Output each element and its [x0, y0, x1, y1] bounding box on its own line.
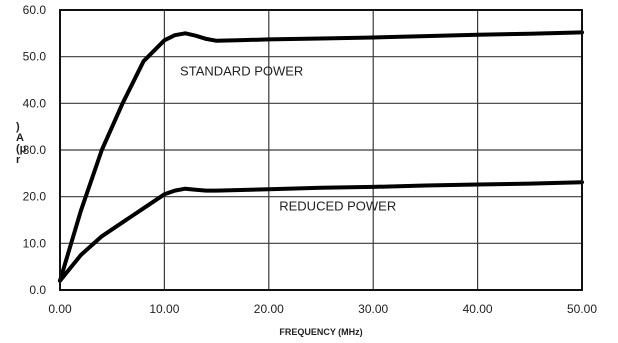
series-lines — [58, 30, 584, 283]
series-annotation: STANDARD POWER — [180, 63, 303, 78]
x-tick-labels: 0.00 10.00 20.00 30.00 40.00 50.00 — [48, 302, 597, 316]
y-tick-label: 10.0 — [23, 236, 47, 250]
grid-lines — [59, 9, 583, 291]
series-line-reduced-power — [58, 180, 584, 283]
x-tick-label: 50.00 — [567, 302, 597, 316]
y-tick-label: 30.0 — [23, 143, 47, 157]
x-tick-label: 10.00 — [149, 302, 179, 316]
y-tick-label: 20.0 — [23, 190, 47, 204]
annotations: STANDARD POWER REDUCED POWER — [180, 63, 396, 213]
x-tick-label: 0.00 — [48, 302, 72, 316]
y-tick-label: 60.0 — [23, 3, 47, 17]
x-tick-label: 20.00 — [254, 302, 284, 316]
series-line-standard-power — [58, 30, 584, 283]
y-tick-label: 40.0 — [23, 96, 47, 110]
x-tick-label: 30.00 — [358, 302, 388, 316]
x-axis-label: FREQUENCY (MHz) — [279, 327, 362, 337]
y-tick-labels: 0.0 10.0 20.0 30.0 40.0 50.0 60.0 — [23, 3, 47, 297]
y-tick-label: 50.0 — [23, 50, 47, 64]
y-axis-label: ) A (μ r — [16, 121, 26, 166]
plot-frame — [59, 9, 583, 291]
y-tick-label: 0.0 — [29, 283, 46, 297]
x-tick-label: 40.00 — [463, 302, 493, 316]
series-annotation: REDUCED POWER — [279, 199, 396, 214]
